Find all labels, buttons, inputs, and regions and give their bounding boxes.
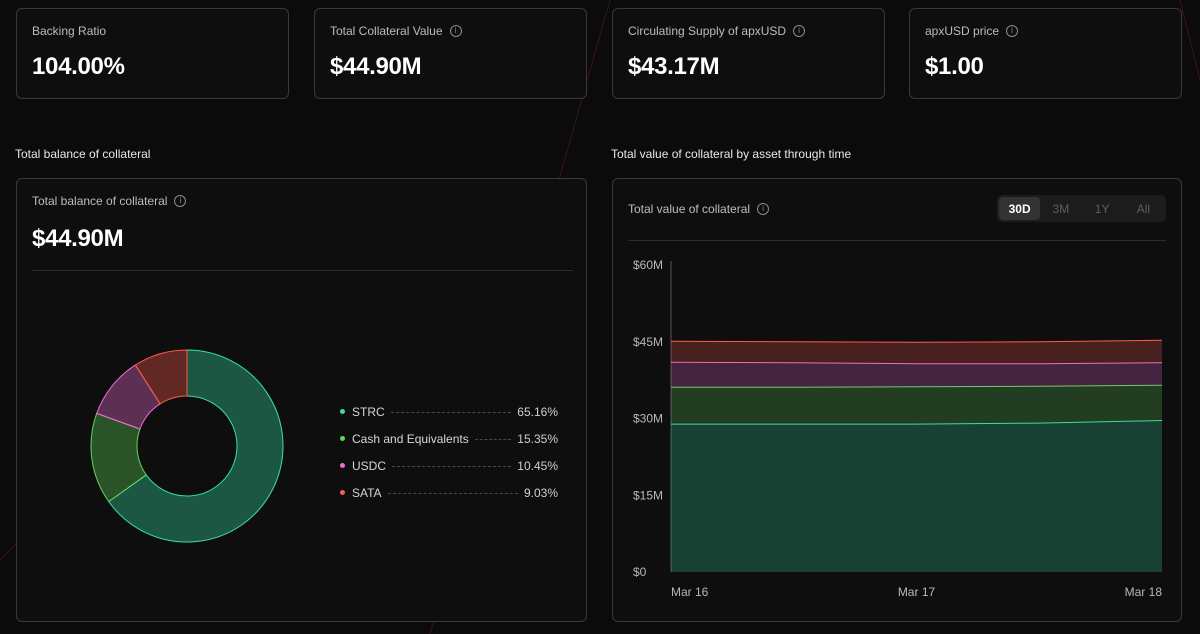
donut-slice-sata[interactable]	[134, 349, 188, 405]
collateral-balance-card: Total balance of collateral i $44.90M	[16, 178, 587, 622]
stat-label: Total Collateral Value i	[330, 24, 462, 38]
legend-dot	[340, 409, 345, 414]
legend-item: USDC 10.45%	[340, 452, 558, 479]
range-1y-button[interactable]: 1Y	[1094, 201, 1110, 216]
line-usdc	[670, 361, 1163, 365]
stat-value: $44.90M	[330, 53, 422, 80]
stat-value: $43.17M	[628, 53, 720, 80]
collateral-time-card: Total value of collateral i	[612, 178, 1182, 622]
legend-leader	[474, 439, 512, 440]
card-label: Total value of collateral i	[628, 202, 770, 216]
legend-value: 10.45%	[517, 458, 558, 473]
y-tick-label: $60M	[633, 258, 663, 272]
legend-label: SATA	[352, 485, 382, 500]
info-icon[interactable]: i	[174, 195, 187, 207]
area-usdc[interactable]	[671, 362, 1162, 388]
range-30d-button[interactable]: 30D	[999, 197, 1041, 220]
line-sata	[670, 339, 1163, 343]
legend-label: USDC	[352, 458, 387, 473]
range-3m-button[interactable]: 3M	[1052, 201, 1070, 216]
donut-slice-strc[interactable]	[108, 349, 284, 543]
info-icon[interactable]: i	[449, 25, 462, 37]
card-label: Total balance of collateral i	[32, 194, 187, 208]
legend-item: SATA 9.03%	[340, 479, 558, 506]
donut-legend: STRC 65.16% Cash and Equivalents 15.35% USDC…	[340, 398, 558, 506]
y-tick-label: $15M	[633, 488, 663, 502]
range-selector: 30D 3M 1Y All	[997, 195, 1166, 222]
x-tick-label: Mar 18	[1125, 585, 1163, 599]
x-tick-label: Mar 17	[898, 585, 936, 599]
y-tick-label: $30M	[633, 412, 663, 426]
legend-dot	[340, 436, 345, 441]
legend-item: STRC 65.16%	[340, 398, 558, 425]
divider	[628, 240, 1166, 241]
stat-label: Backing Ratio	[32, 24, 107, 38]
info-icon[interactable]: i	[1006, 25, 1019, 37]
legend-item: Cash and Equivalents 15.35%	[340, 425, 558, 452]
legend-value: 65.16%	[517, 404, 558, 419]
section-title-collateral-balance: Total balance of collateral	[15, 147, 151, 161]
area-sata[interactable]	[671, 340, 1162, 364]
legend-leader	[390, 412, 512, 413]
line-cash-and-equivalents	[671, 384, 1163, 388]
info-icon[interactable]: i	[757, 203, 770, 215]
legend-leader	[392, 466, 512, 467]
legend-value: 15.35%	[517, 431, 558, 446]
y-tick-label: $0	[633, 565, 647, 579]
stat-value: 104.00%	[32, 53, 125, 80]
divider	[32, 270, 573, 271]
section-title-collateral-over-time: Total value of collateral by asset throu…	[611, 147, 852, 161]
card-value: $44.90M	[32, 225, 124, 252]
collateral-area-chart: $0 $15M $30M $45M $60M Mar 16 Mar 17 Mar 18	[633, 258, 1163, 599]
x-tick-label: Mar 16	[671, 585, 709, 599]
info-icon[interactable]: i	[793, 25, 806, 37]
legend-label: Cash and Equivalents	[352, 431, 469, 446]
stat-card-circulating-supply: Circulating Supply of apxUSD i $43.17M	[612, 8, 885, 99]
stat-label: Circulating Supply of apxUSD i	[628, 24, 806, 38]
stat-card-backing-ratio: Backing Ratio 104.00%	[16, 8, 289, 99]
y-tick-label: $45M	[633, 335, 663, 349]
legend-leader	[387, 493, 518, 494]
collateral-donut-chart	[90, 349, 284, 543]
legend-label: STRC	[352, 404, 385, 419]
legend-value: 9.03%	[523, 485, 558, 500]
legend-dot	[340, 490, 345, 495]
stat-card-total-collateral: Total Collateral Value i $44.90M	[314, 8, 587, 99]
stat-card-apxusd-price: apxUSD price i $1.00	[909, 8, 1182, 99]
range-all-button[interactable]: All	[1136, 201, 1151, 216]
legend-dot	[340, 463, 345, 468]
area-cash-and-equivalents[interactable]	[671, 385, 1162, 425]
stat-value: $1.00	[925, 53, 984, 80]
line-strc	[671, 420, 1163, 425]
area-strc[interactable]	[671, 420, 1162, 572]
stat-label: apxUSD price i	[925, 24, 1019, 38]
